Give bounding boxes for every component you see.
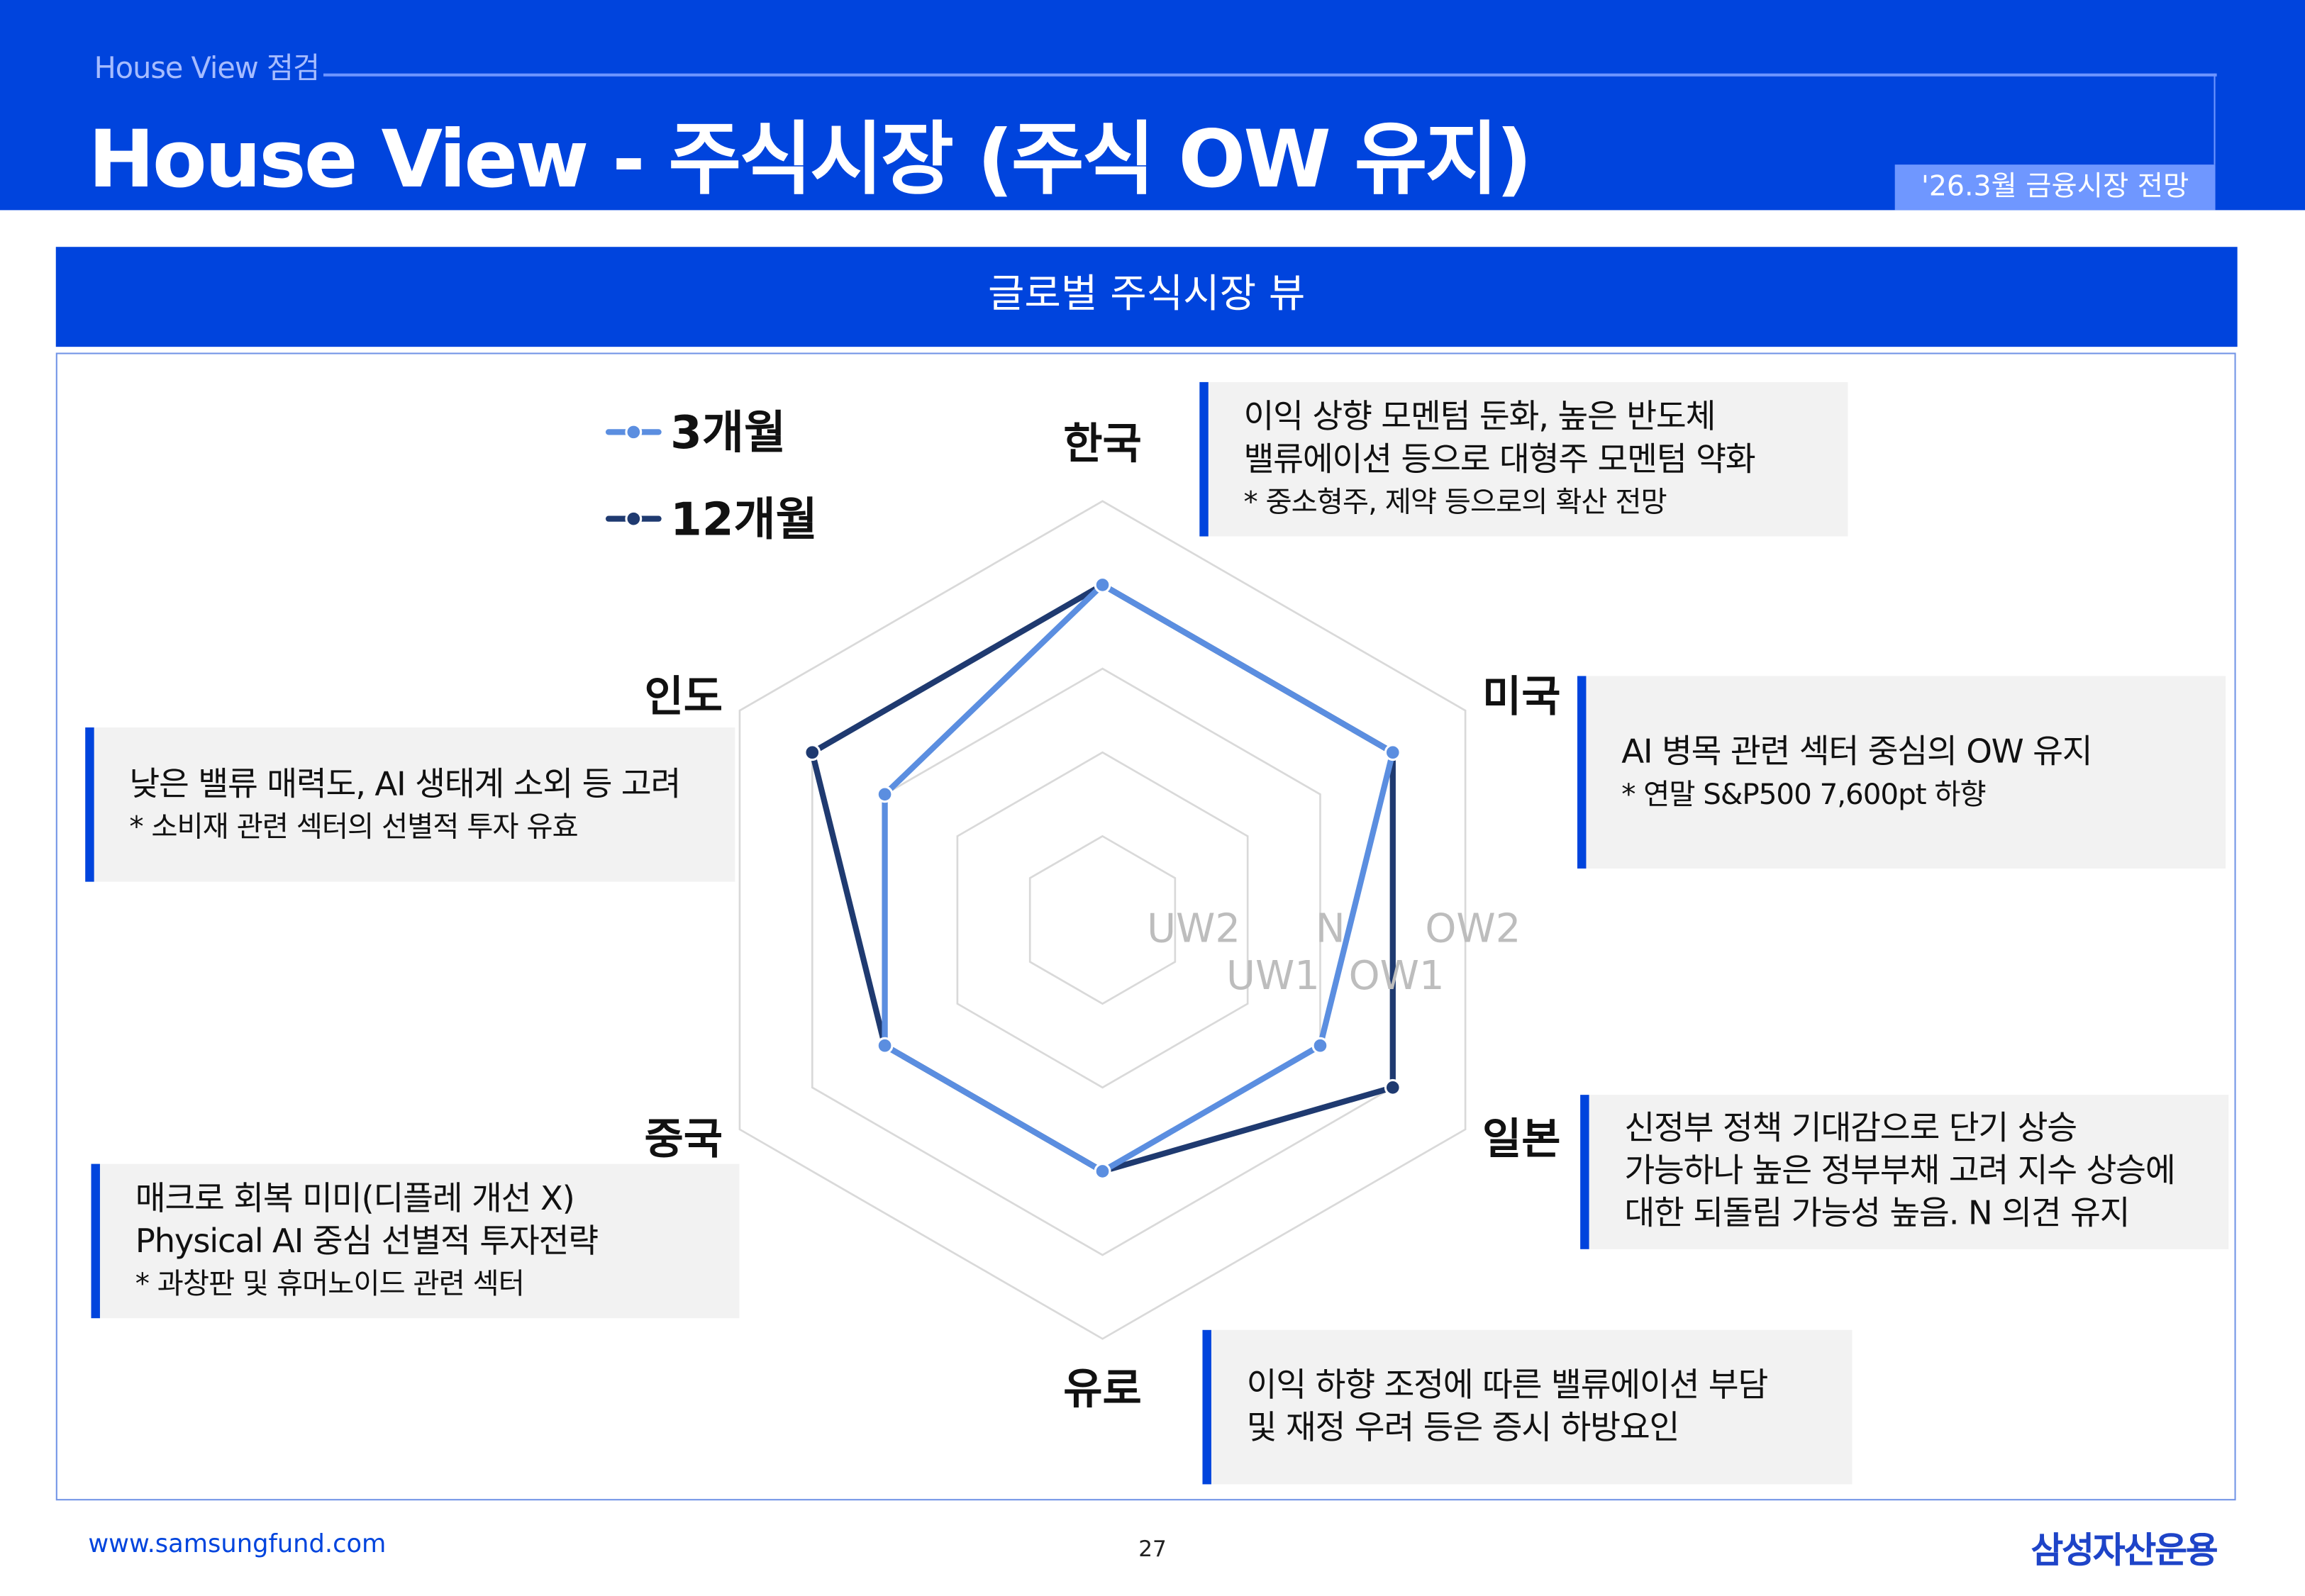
- note-euro-line-2: 및 재정 우려 등은 증시 하방요인: [1246, 1408, 1680, 1447]
- note-korea-line-2: 밸류에이션 등으로 대형주 모멘텀 약화: [1243, 440, 1756, 479]
- series-line: [882, 581, 1396, 1175]
- note-japan: 신정부 정책 기대감으로 단기 상승 가능하나 높은 정부부채 고려 지수 상승…: [1580, 1095, 2229, 1249]
- axis-label: 한국: [1063, 420, 1142, 469]
- level-label: UW2: [1147, 906, 1240, 952]
- note-china-line-1: 매크로 회복 미미(디플레 개선 X): [135, 1180, 575, 1219]
- legend-marker: [625, 510, 643, 528]
- note-us-line-1: AI 병목 관련 섹터 중심의 OW 유지: [1621, 732, 2093, 771]
- note-japan-line-2: 가능하나 높은 정부부채 고려 지수 상승에: [1624, 1151, 2175, 1190]
- axis-label: 인도: [645, 672, 723, 722]
- page-number: 27: [1138, 1535, 1167, 1563]
- note-euro-line-1: 이익 하향 조정에 따른 밸류에이션 부담: [1246, 1366, 1769, 1405]
- grid-ring-n: [884, 667, 1321, 1173]
- data-point-인도: [804, 744, 821, 761]
- axis-label: 일본: [1482, 1115, 1561, 1164]
- content-frame: [55, 352, 2236, 1501]
- note-japan-line-3: 대한 되돌림 가능성 높음. N 의견 유지: [1624, 1195, 2130, 1233]
- note-euro: 이익 하향 조정에 따른 밸류에이션 부담 및 재정 우려 등은 증시 하방요인: [1202, 1329, 1853, 1485]
- data-point-한국: [1094, 576, 1111, 593]
- axis-label: 미국: [1482, 672, 1561, 722]
- header-divider-vertical: [2214, 73, 2216, 165]
- data-point-일본: [1311, 1037, 1329, 1054]
- company-logo: 삼성자산운용: [2031, 1529, 2218, 1571]
- note-india: 낮은 밸류 매력도, AI 생태계 소외 등 고려 * 소비재 관련 섹터의 선…: [85, 727, 735, 882]
- grid-ring-ow2: [738, 500, 1467, 1340]
- data-point-인도: [876, 786, 894, 803]
- note-china-line-2: Physical AI 중심 선별적 투자전략: [135, 1222, 599, 1261]
- date-tag: '26.3월 금융시장 전망: [1894, 164, 2216, 211]
- grid-ring-uw1: [956, 751, 1249, 1089]
- page-title: House View - 주식시장 (주식 OW 유지): [88, 113, 1532, 206]
- data-point-미국: [1384, 744, 1401, 761]
- note-china: 매크로 회복 미미(디플레 개선 X) Physical AI 중심 선별적 투…: [91, 1163, 740, 1319]
- axis-label: 유로: [1063, 1364, 1142, 1414]
- legend-label: 3개월: [670, 406, 786, 459]
- grid-ring-ow1: [811, 584, 1394, 1256]
- grid-ring-uw2: [1028, 835, 1177, 1005]
- footer-website-link[interactable]: www.samsungfund.com: [88, 1529, 387, 1560]
- data-point-유로: [1094, 1163, 1111, 1180]
- note-india-sub: * 소비재 관련 섹터의 선별적 투자 유효: [129, 809, 578, 843]
- header-subtitle: House View 점검: [94, 50, 320, 86]
- data-point-중국: [876, 1037, 894, 1054]
- note-us: AI 병목 관련 섹터 중심의 OW 유지 * 연말 S&P500 7,600p…: [1577, 676, 2226, 869]
- note-korea-sub: * 중소형주, 제약 등으로의 확산 전망: [1243, 484, 1667, 519]
- series-line: [809, 581, 1396, 1175]
- data-point-일본: [1384, 1078, 1401, 1096]
- header-divider: [323, 73, 2217, 77]
- note-china-sub: * 과창판 및 휴머노이드 관련 섹터: [135, 1266, 525, 1301]
- level-label: OW1: [1349, 953, 1445, 999]
- legend-marker: [625, 423, 643, 441]
- note-us-sub: * 연말 S&P500 7,600pt 하향: [1621, 776, 1986, 811]
- legend-label: 12개월: [670, 493, 818, 546]
- note-japan-line-1: 신정부 정책 기대감으로 단기 상승: [1624, 1109, 2077, 1148]
- note-india-line-1: 낮은 밸류 매력도, AI 생태계 소외 등 고려: [129, 764, 681, 803]
- level-label: N: [1316, 906, 1345, 952]
- section-title: 글로벌 주식시장 뷰: [55, 247, 2238, 347]
- axis-label: 중국: [645, 1115, 723, 1164]
- level-label: OW2: [1425, 906, 1521, 952]
- note-korea: 이익 상향 모멘텀 둔화, 높은 반도체 밸류에이션 등으로 대형주 모멘텀 약…: [1199, 381, 1848, 537]
- note-korea-line-1: 이익 상향 모멘텀 둔화, 높은 반도체: [1243, 398, 1716, 437]
- level-label: UW1: [1226, 953, 1320, 999]
